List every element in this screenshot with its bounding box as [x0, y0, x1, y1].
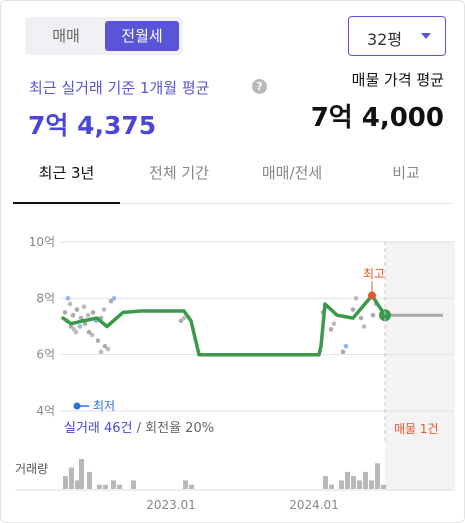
volume-bar — [357, 480, 362, 489]
trade-point — [78, 315, 84, 321]
trade-point — [358, 315, 364, 321]
trade-point — [350, 307, 356, 312]
trade-point — [101, 307, 107, 312]
listing-note: 매물 1건 — [394, 422, 439, 436]
current-price-dot — [379, 309, 391, 322]
tab-recent-3y[interactable]: 최근 3년 — [13, 152, 120, 204]
volume-bar — [87, 471, 92, 489]
listing-avg-value: 7억 4,000 — [310, 103, 444, 133]
volume-bar — [63, 476, 68, 489]
y-tick-label: 8억 — [36, 291, 55, 305]
trade-point — [361, 324, 367, 329]
max-marker-label: 최고 — [363, 267, 385, 281]
trade-point — [68, 324, 74, 329]
trade-point — [74, 307, 80, 312]
trade-point — [86, 329, 92, 335]
trade-point — [343, 343, 349, 349]
volume-bar — [103, 484, 108, 489]
tab-compare[interactable]: 비교 — [392, 164, 420, 182]
volume-bar — [363, 471, 368, 489]
toggle-sale-button[interactable]: 매매 — [52, 27, 80, 45]
size-dropdown[interactable]: 32평 — [348, 16, 446, 56]
y-tick-label: 4억 — [36, 404, 55, 418]
turnover-separator: / — [137, 421, 146, 436]
volume-bar — [329, 484, 334, 489]
y-axis: 10억 8억 6억 4억 — [29, 235, 55, 418]
y-tick-label: 6억 — [36, 348, 55, 362]
y-tick-label: 10억 — [29, 235, 55, 249]
volume-bar — [345, 471, 350, 489]
listing-avg-label: 매물 가격 평균 — [351, 71, 444, 89]
trade-point — [81, 304, 87, 310]
trade-point — [328, 327, 334, 332]
price-series-line — [61, 293, 387, 357]
volume-bar — [69, 467, 74, 489]
trade-count-text: 실거래 46건 — [64, 421, 133, 436]
recent-avg-label: 최근 실거래 기준 1개월 평균 — [29, 79, 210, 97]
trade-point — [331, 321, 337, 326]
trade-summary: 실거래 46건 / 회전율 20% — [64, 421, 214, 436]
trade-point — [340, 349, 346, 355]
volume-bar — [351, 476, 356, 489]
recent-avg-value: 7억 4,375 — [28, 111, 157, 140]
toggle-rent-button[interactable]: 전월세 — [105, 21, 179, 51]
volume-bars — [63, 459, 386, 489]
trade-point — [181, 315, 187, 321]
volume-bar — [131, 480, 136, 489]
volume-bar — [75, 480, 80, 489]
volume-bar — [111, 480, 116, 489]
size-dropdown-value: 32평 — [367, 30, 403, 49]
period-tabs: 최근 3년 전체 기간 매매/전세 비교 — [13, 152, 454, 204]
price-line — [61, 281, 443, 357]
question-icon[interactable]: ? — [252, 79, 267, 94]
volume-bar — [79, 459, 84, 489]
trade-point — [178, 318, 184, 324]
trade-point — [90, 310, 96, 315]
trade-point — [70, 312, 76, 318]
trade-point — [98, 349, 104, 355]
trade-point — [95, 338, 101, 343]
trade-point — [85, 312, 91, 318]
trade-point — [73, 329, 79, 335]
volume-label: 거래량 — [15, 462, 48, 476]
volume-bar — [117, 484, 122, 489]
max-marker-dot — [368, 291, 376, 300]
volume-bar — [183, 480, 188, 489]
listing-area — [385, 241, 455, 491]
trade-point — [108, 298, 114, 304]
trade-point — [111, 296, 117, 301]
min-marker-label: 최저 — [93, 399, 115, 413]
trade-point — [353, 296, 359, 301]
trade-point — [77, 324, 83, 329]
volume-bar — [381, 484, 386, 489]
volume-bar — [97, 484, 102, 489]
tab-all-period[interactable]: 전체 기간 — [149, 164, 209, 182]
volume-bar — [323, 476, 328, 489]
tab-sale-rent[interactable]: 매매/전세 — [261, 164, 323, 182]
volume-bar — [339, 480, 344, 489]
trade-point — [89, 332, 95, 338]
x-tick-2023: 2023.01 — [146, 498, 196, 512]
volume-bar — [369, 480, 374, 489]
trade-type-toggle: 매매 전월세 — [25, 17, 183, 55]
trade-point — [65, 296, 71, 301]
trade-point — [102, 343, 108, 349]
trade-point — [105, 346, 111, 352]
x-tick-2024: 2024.01 — [289, 498, 339, 512]
volume-bar — [189, 484, 194, 489]
trade-point — [370, 312, 376, 318]
trade-point — [67, 301, 73, 307]
volume-bar — [375, 463, 380, 489]
trade-point — [82, 321, 88, 326]
chevron-down-icon — [421, 33, 431, 39]
trade-point — [62, 310, 68, 315]
turnover-text: 회전율 20% — [145, 421, 214, 436]
